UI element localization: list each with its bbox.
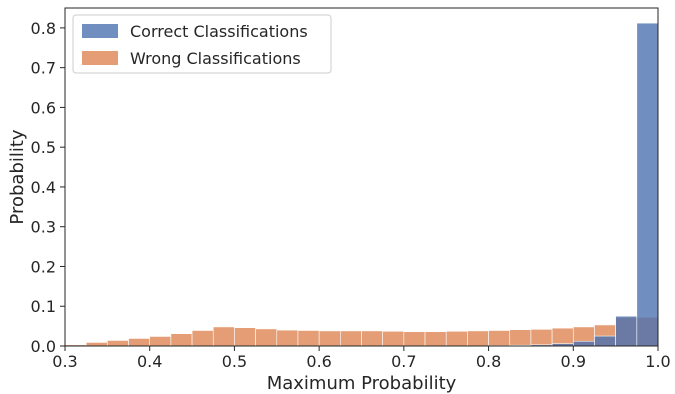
x-axis-ticks: 0.3 0.4 0.5 0.6 0.7 0.8 0.9 1.0 xyxy=(52,346,671,371)
wrong-bar-17 xyxy=(424,331,447,347)
wrong-bar-14 xyxy=(361,330,383,347)
wrong-bar-22 xyxy=(530,328,553,347)
x-tick-label-5: 0.8 xyxy=(476,352,501,371)
wrong-bar-4 xyxy=(149,336,172,347)
y-axis-label: Probability xyxy=(7,129,28,224)
wrong-bar-7 xyxy=(212,326,235,347)
wrong-bar-12 xyxy=(318,330,341,347)
y-tick-label-8: 0.8 xyxy=(31,19,56,38)
y-tick-label-1: 0.1 xyxy=(31,297,56,316)
wrong-bar-11 xyxy=(297,330,320,347)
legend-box xyxy=(72,14,332,74)
legend-swatch-correct xyxy=(82,24,118,38)
wrong-bar-13 xyxy=(340,330,362,347)
correct-bar-25 xyxy=(594,335,616,347)
x-axis-label: Maximum Probability xyxy=(267,373,457,394)
y-tick-label-4: 0.4 xyxy=(31,178,56,197)
x-tick-label-4: 0.7 xyxy=(391,352,416,371)
wrong-series-bars xyxy=(64,317,659,347)
wrong-bar-16 xyxy=(403,331,426,347)
y-tick-label-5: 0.5 xyxy=(31,138,56,157)
x-tick-label-6: 0.9 xyxy=(561,352,586,371)
x-tick-label-2: 0.5 xyxy=(222,352,247,371)
wrong-bar-20 xyxy=(488,330,511,347)
wrong-bar-18 xyxy=(445,330,468,347)
y-tick-label-0: 0.0 xyxy=(31,337,56,356)
wrong-bar-9 xyxy=(255,328,278,347)
y-tick-label-3: 0.3 xyxy=(31,218,56,237)
correct-bar-27 xyxy=(636,22,659,347)
correct-series-bars xyxy=(488,22,659,347)
correct-bar-26 xyxy=(615,315,638,347)
y-axis-ticks: 0.0 0.1 0.2 0.3 0.4 0.5 0.6 0.7 0.8 xyxy=(31,19,65,356)
wrong-bar-1 xyxy=(85,342,108,347)
wrong-bar-21 xyxy=(509,329,532,347)
x-tick-label-7: 1.0 xyxy=(645,352,670,371)
wrong-bar-5 xyxy=(170,333,193,347)
wrong-bar-10 xyxy=(276,329,299,347)
legend-label-correct: Correct Classifications xyxy=(130,22,308,41)
wrong-bar-2 xyxy=(107,340,129,347)
plot-frame xyxy=(64,7,659,347)
wrong-bar-6 xyxy=(191,330,214,347)
wrong-bar-8 xyxy=(234,327,256,347)
x-tick-label-0: 0.3 xyxy=(52,352,77,371)
legend: Correct Classifications Wrong Classifica… xyxy=(72,14,332,74)
x-tick-label-1: 0.4 xyxy=(137,352,162,371)
y-tick-label-7: 0.7 xyxy=(31,59,56,78)
wrong-bar-15 xyxy=(382,330,405,347)
legend-swatch-wrong xyxy=(82,51,118,65)
x-tick-label-3: 0.6 xyxy=(306,352,331,371)
y-tick-label-6: 0.6 xyxy=(31,98,56,117)
wrong-bar-3 xyxy=(128,338,151,347)
y-tick-label-2: 0.2 xyxy=(31,257,56,276)
wrong-bar-19 xyxy=(467,330,489,347)
legend-label-wrong: Wrong Classifications xyxy=(130,49,301,68)
correct-bar-24 xyxy=(572,340,595,347)
